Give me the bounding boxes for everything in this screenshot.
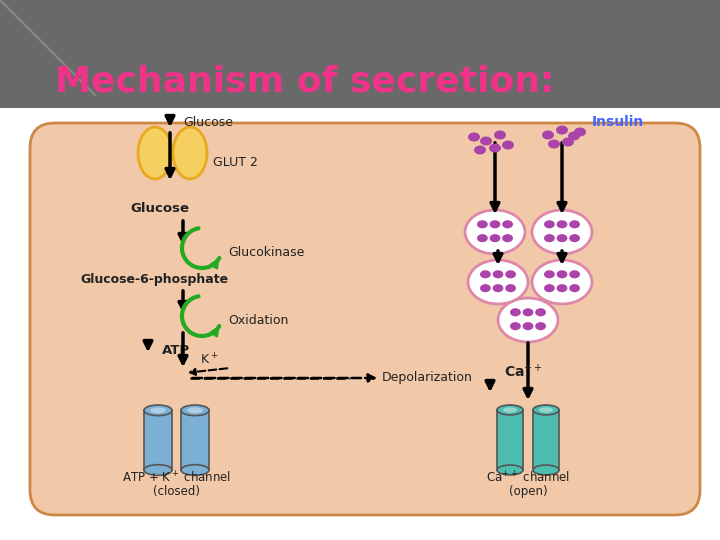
Ellipse shape	[477, 220, 488, 228]
Text: Ca$^{++}$ channel: Ca$^{++}$ channel	[486, 470, 570, 485]
Ellipse shape	[568, 132, 580, 140]
FancyBboxPatch shape	[0, 108, 720, 540]
Ellipse shape	[542, 131, 554, 139]
Ellipse shape	[570, 270, 580, 278]
Ellipse shape	[494, 131, 506, 139]
Ellipse shape	[503, 220, 513, 228]
Ellipse shape	[539, 407, 553, 413]
Ellipse shape	[181, 465, 209, 475]
FancyBboxPatch shape	[0, 0, 720, 108]
Ellipse shape	[505, 270, 516, 278]
Ellipse shape	[150, 407, 166, 413]
Bar	[533, 410, 559, 470]
Text: Oxidation: Oxidation	[228, 314, 289, 327]
Ellipse shape	[489, 144, 501, 152]
Text: ATP + K$^+$ channel: ATP + K$^+$ channel	[122, 470, 232, 485]
Ellipse shape	[556, 125, 568, 134]
Ellipse shape	[532, 210, 592, 254]
Text: Glucokinase: Glucokinase	[228, 246, 305, 260]
Text: (closed): (closed)	[153, 485, 200, 498]
Ellipse shape	[548, 139, 560, 148]
Text: Mechanism of secretion:: Mechanism of secretion:	[55, 65, 554, 99]
Ellipse shape	[557, 284, 567, 292]
Ellipse shape	[570, 234, 580, 242]
Ellipse shape	[532, 260, 592, 304]
Ellipse shape	[173, 127, 207, 179]
Ellipse shape	[502, 140, 514, 150]
Text: Glucose: Glucose	[130, 201, 189, 214]
Ellipse shape	[533, 405, 559, 415]
Ellipse shape	[535, 322, 546, 330]
Ellipse shape	[503, 407, 517, 413]
Ellipse shape	[544, 220, 555, 228]
Text: K$^+$: K$^+$	[200, 352, 218, 368]
Ellipse shape	[490, 234, 500, 242]
Ellipse shape	[557, 234, 567, 242]
Bar	[181, 410, 209, 470]
Ellipse shape	[138, 127, 172, 179]
Ellipse shape	[468, 132, 480, 141]
Ellipse shape	[480, 137, 492, 145]
Ellipse shape	[570, 284, 580, 292]
Bar	[144, 410, 172, 470]
Ellipse shape	[497, 405, 523, 415]
Text: (open): (open)	[509, 485, 547, 498]
Ellipse shape	[544, 234, 555, 242]
Ellipse shape	[544, 284, 555, 292]
Ellipse shape	[480, 284, 491, 292]
Ellipse shape	[557, 220, 567, 228]
Ellipse shape	[562, 138, 574, 146]
Bar	[497, 410, 523, 470]
Ellipse shape	[492, 270, 503, 278]
Ellipse shape	[492, 284, 503, 292]
Ellipse shape	[144, 465, 172, 475]
Ellipse shape	[574, 127, 586, 137]
Ellipse shape	[468, 260, 528, 304]
Ellipse shape	[570, 220, 580, 228]
Ellipse shape	[523, 308, 534, 316]
Ellipse shape	[497, 465, 523, 475]
Ellipse shape	[480, 270, 491, 278]
Ellipse shape	[533, 465, 559, 475]
Ellipse shape	[498, 298, 558, 342]
Ellipse shape	[474, 145, 486, 154]
Ellipse shape	[144, 405, 172, 416]
Text: GLUT 2: GLUT 2	[213, 156, 258, 168]
Ellipse shape	[557, 270, 567, 278]
Ellipse shape	[181, 405, 209, 416]
Ellipse shape	[477, 234, 488, 242]
Text: Glucose-6-phosphate: Glucose-6-phosphate	[80, 273, 228, 287]
Ellipse shape	[503, 234, 513, 242]
Text: ATP: ATP	[162, 343, 190, 356]
Ellipse shape	[505, 284, 516, 292]
Ellipse shape	[510, 308, 521, 316]
Ellipse shape	[523, 322, 534, 330]
Ellipse shape	[535, 308, 546, 316]
FancyBboxPatch shape	[30, 123, 700, 515]
Ellipse shape	[544, 270, 555, 278]
Ellipse shape	[465, 210, 525, 254]
Ellipse shape	[187, 407, 203, 413]
Text: Glucose: Glucose	[183, 116, 233, 129]
Text: Ca$^{++}$: Ca$^{++}$	[504, 363, 543, 381]
Ellipse shape	[510, 322, 521, 330]
Text: Depolarization: Depolarization	[382, 372, 473, 384]
Text: Insulin: Insulin	[592, 115, 644, 129]
Ellipse shape	[490, 220, 500, 228]
